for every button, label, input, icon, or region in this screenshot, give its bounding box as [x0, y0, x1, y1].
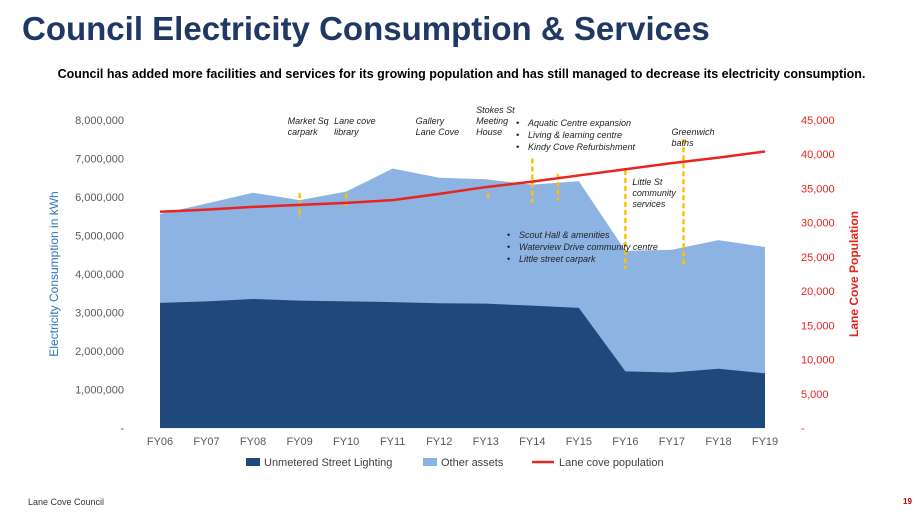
y-tick-label: 7,000,000	[75, 154, 124, 166]
bullet-annotations: • Aquatic Centre expansion • Living & learn…	[507, 118, 658, 264]
annotation-text: Lane cove	[334, 116, 376, 126]
annotation-text: Meeting	[476, 116, 508, 126]
y-tick-label: 5,000,000	[75, 231, 124, 243]
x-tick-label: FY08	[240, 436, 266, 448]
legend-swatch	[423, 458, 437, 466]
x-tick-label: FY17	[659, 436, 685, 448]
legend-label: Lane cove population	[559, 457, 664, 469]
annotation-text: community	[632, 188, 676, 198]
annotation-text: services	[632, 199, 666, 209]
bullet-item: Living & learning centre	[528, 130, 622, 140]
annotation-text: baths	[672, 138, 695, 148]
population-line	[159, 150, 766, 213]
bullet-item: Kindy Cove Refurbishment	[528, 142, 636, 152]
y2-tick-label: 5,000	[801, 389, 829, 401]
page-subtitle: Council has added more facilities and se…	[57, 67, 866, 81]
y-tick-label: 2,000,000	[75, 346, 124, 358]
y-tick-label: 4,000,000	[75, 269, 124, 281]
y2-tick-label: 20,000	[801, 286, 835, 298]
annotation-text: carpark	[288, 127, 319, 137]
bullet-dot: •	[516, 142, 519, 152]
x-tick-label: FY07	[193, 436, 219, 448]
annotation-text: Little St	[632, 177, 663, 187]
annotation-text: Gallery	[416, 116, 445, 126]
x-tick-label: FY06	[147, 436, 173, 448]
footer-org: Lane Cove Council	[28, 497, 105, 507]
bullet-item: Scout Hall & amenities	[519, 230, 610, 240]
area-street-lighting	[160, 299, 765, 428]
legend-label: Unmetered Street Lighting	[264, 457, 392, 469]
y-axis-label: Electricity Consumption in kWh	[47, 191, 61, 356]
page-title: Council Electricity Consumption & Servic…	[22, 10, 710, 47]
y2-tick-label: 40,000	[801, 149, 835, 161]
x-tick-label: FY19	[752, 436, 778, 448]
left-axis-ticks: - 1,000,000 2,000,000 3,000,000 4,000,000 5,0…	[75, 115, 124, 435]
bullet-item: Little street carpark	[519, 254, 596, 264]
y2-tick-label: 15,000	[801, 320, 835, 332]
y2-axis-label: Lane Cove Population	[847, 211, 861, 337]
y-tick-label: 8,000,000	[75, 115, 124, 127]
bullet-dot: •	[516, 130, 519, 140]
y-tick-label: 6,000,000	[75, 192, 124, 204]
y2-tick-label: 35,000	[801, 183, 835, 195]
x-tick-label: FY13	[473, 436, 499, 448]
x-tick-label: FY18	[705, 436, 731, 448]
x-tick-label: FY12	[426, 436, 452, 448]
bullet-item: Aquatic Centre expansion	[527, 118, 631, 128]
x-tick-label: FY10	[333, 436, 359, 448]
bullet-item: Waterview Drive community centre	[519, 242, 658, 252]
bullet-dot: •	[516, 118, 519, 128]
y-tick-label: -	[120, 423, 124, 435]
annotation-text: Market Sq	[288, 116, 329, 126]
y-tick-label: 1,000,000	[75, 385, 124, 397]
line-lane-cove-population	[159, 150, 766, 213]
annotation-text: Lane Cove	[416, 127, 460, 137]
legend-label: Other assets	[441, 457, 504, 469]
annotation-text: library	[334, 127, 359, 137]
x-tick-label: FY16	[612, 436, 638, 448]
area-series	[160, 168, 765, 428]
y2-tick-label: 45,000	[801, 115, 835, 127]
x-tick-label: FY09	[286, 436, 312, 448]
annotation-text: Stokes St	[476, 105, 515, 115]
page-number: 19	[903, 497, 912, 506]
x-tick-label: FY15	[566, 436, 592, 448]
y2-tick-label: 30,000	[801, 218, 835, 230]
bullet-dot: •	[507, 230, 510, 240]
x-axis-ticks: FY06 FY07 FY08 FY09 FY10 FY11 FY12 FY13 FY14 FY15…	[147, 436, 778, 448]
x-tick-label: FY11	[380, 436, 405, 448]
y2-tick-label: 10,000	[801, 355, 835, 367]
y2-tick-label: 25,000	[801, 252, 835, 264]
annotation-text: House	[476, 127, 502, 137]
bullet-dot: •	[507, 242, 510, 252]
annotation-text: Greenwich	[672, 127, 715, 137]
legend-swatch	[246, 458, 260, 466]
x-tick-label: FY14	[519, 436, 545, 448]
right-axis-ticks: - 5,000 10,000 15,000 20,000 25,000 30,000 35,0…	[801, 115, 835, 435]
bullet-dot: •	[507, 254, 510, 264]
y-tick-label: 3,000,000	[75, 308, 124, 320]
legend: Unmetered Street Lighting Other assets Lan…	[246, 457, 664, 469]
y2-tick-label: -	[801, 423, 805, 435]
